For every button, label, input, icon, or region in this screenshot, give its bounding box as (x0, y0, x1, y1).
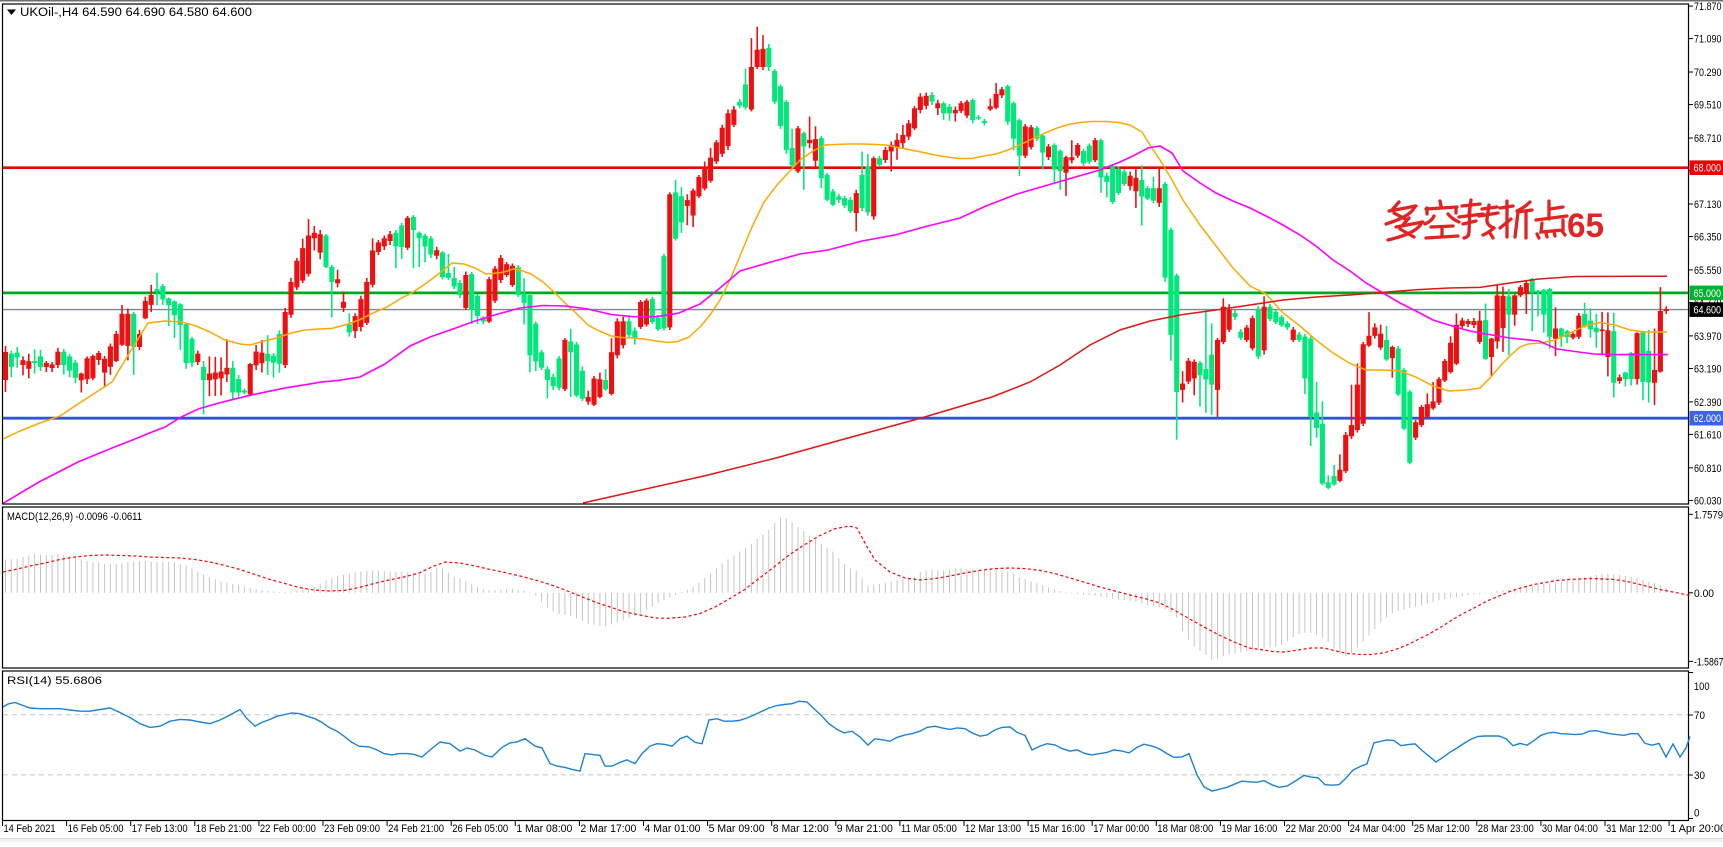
svg-text:31 Mar 12:00: 31 Mar 12:00 (1606, 823, 1662, 835)
svg-text:68.000: 68.000 (1694, 163, 1722, 175)
svg-text:65.550: 65.550 (1694, 265, 1722, 277)
svg-text:70: 70 (1694, 710, 1705, 722)
svg-text:23 Feb 09:00: 23 Feb 09:00 (324, 823, 380, 835)
svg-text:25 Mar 12:00: 25 Mar 12:00 (1414, 823, 1470, 835)
svg-text:30: 30 (1694, 770, 1705, 782)
svg-text:4 Mar 01:00: 4 Mar 01:00 (645, 823, 701, 835)
svg-text:1 Mar 08:00: 1 Mar 08:00 (516, 823, 572, 835)
svg-text:17 Feb 13:00: 17 Feb 13:00 (132, 823, 188, 835)
svg-text:69.510: 69.510 (1694, 100, 1722, 112)
svg-text:64.600: 64.600 (1694, 305, 1722, 317)
svg-text:22 Feb 00:00: 22 Feb 00:00 (260, 823, 316, 835)
svg-text:9 Mar 21:00: 9 Mar 21:00 (837, 823, 893, 835)
svg-text:1.7579: 1.7579 (1694, 509, 1723, 521)
svg-text:0: 0 (1694, 808, 1700, 820)
svg-text:12 Mar 13:00: 12 Mar 13:00 (965, 823, 1021, 835)
svg-text:60.810: 60.810 (1694, 463, 1722, 475)
svg-text:22 Mar 20:00: 22 Mar 20:00 (1286, 823, 1342, 835)
svg-text:61.610: 61.610 (1694, 429, 1722, 441)
svg-text:28 Mar 23:00: 28 Mar 23:00 (1478, 823, 1534, 835)
svg-text:68.710: 68.710 (1694, 133, 1722, 145)
svg-text:5 Mar 09:00: 5 Mar 09:00 (709, 823, 765, 835)
svg-text:18 Mar 08:00: 18 Mar 08:00 (1157, 823, 1213, 835)
svg-text:65.000: 65.000 (1694, 288, 1722, 300)
svg-text:18 Feb 21:00: 18 Feb 21:00 (196, 823, 252, 835)
svg-text:19 Mar 16:00: 19 Mar 16:00 (1221, 823, 1277, 835)
svg-text:71.870: 71.870 (1694, 1, 1722, 13)
svg-text:70.290: 70.290 (1694, 67, 1722, 79)
svg-text:63.970: 63.970 (1694, 331, 1722, 343)
svg-text:14 Feb 2021: 14 Feb 2021 (4, 823, 56, 835)
svg-text:66.350: 66.350 (1694, 232, 1722, 244)
svg-text:11 Mar 05:00: 11 Mar 05:00 (901, 823, 957, 835)
svg-text:30 Mar 04:00: 30 Mar 04:00 (1542, 823, 1598, 835)
svg-text:62.390: 62.390 (1694, 397, 1722, 409)
svg-text:60.030: 60.030 (1694, 495, 1722, 507)
svg-text:24 Feb 21:00: 24 Feb 21:00 (388, 823, 444, 835)
svg-text:-1.5867: -1.5867 (1694, 656, 1723, 668)
svg-text:8 Mar 12:00: 8 Mar 12:00 (773, 823, 829, 835)
svg-text:RSI(14) 55.6806: RSI(14) 55.6806 (7, 675, 102, 687)
svg-text:100: 100 (1694, 681, 1710, 693)
svg-text:17 Mar 00:00: 17 Mar 00:00 (1093, 823, 1149, 835)
svg-text:16 Feb 05:00: 16 Feb 05:00 (68, 823, 124, 835)
svg-text:UKOil-,H4 64.590 64.690 64.58: UKOil-,H4 64.590 64.690 64.580 64.600 (20, 7, 252, 19)
svg-text:2 Mar 17:00: 2 Mar 17:00 (580, 823, 636, 835)
svg-text:71.090: 71.090 (1694, 34, 1722, 46)
svg-text:62.000: 62.000 (1694, 413, 1722, 425)
svg-text:26 Feb 05:00: 26 Feb 05:00 (452, 823, 508, 835)
svg-text:1 Apr 20:00: 1 Apr 20:00 (1670, 823, 1723, 835)
svg-text:65: 65 (1567, 207, 1604, 245)
svg-text:63.190: 63.190 (1694, 364, 1722, 376)
svg-text:67.130: 67.130 (1694, 199, 1722, 211)
svg-text:15 Mar 16:00: 15 Mar 16:00 (1029, 823, 1085, 835)
svg-text:MACD(12,26,9) -0.0096 -0.0611: MACD(12,26,9) -0.0096 -0.0611 (7, 511, 142, 523)
svg-text:24 Mar 04:00: 24 Mar 04:00 (1350, 823, 1406, 835)
svg-text:0.00: 0.00 (1694, 588, 1714, 600)
